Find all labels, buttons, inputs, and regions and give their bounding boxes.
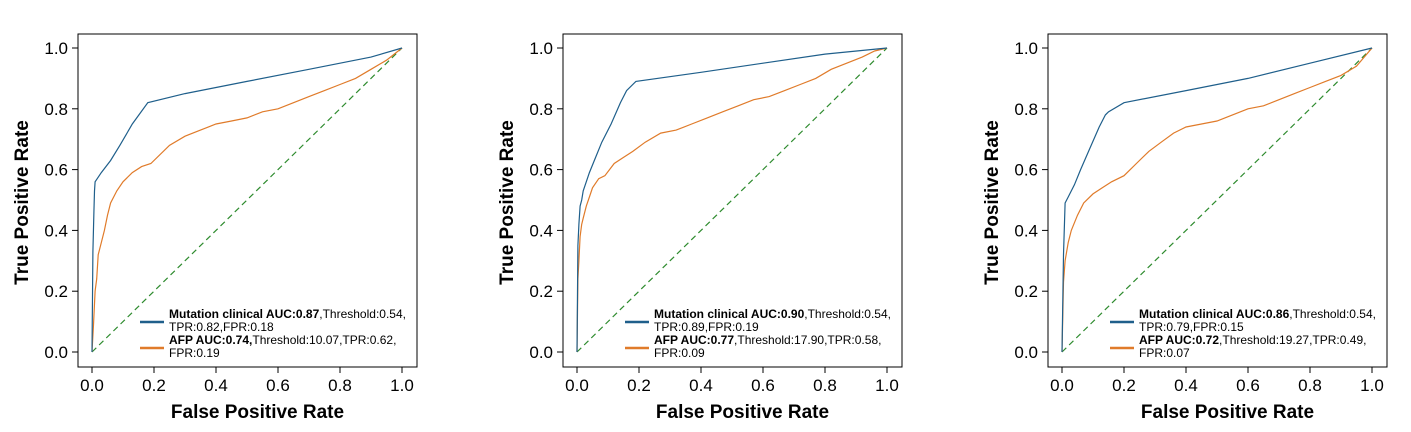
x-tick-label: 0.2 <box>142 376 166 395</box>
x-tick-label: 0.0 <box>565 376 589 395</box>
x-tick-label: 0.8 <box>1298 376 1322 395</box>
legend-mutation-clinical-label: Mutation clinical AUC:0.86,Threshold:0.5… <box>1139 307 1376 321</box>
legend-afp-rates: FPR:0.09 <box>654 346 705 360</box>
legend-afp-threshold: ,Threshold:17.90,TPR:0.58, <box>734 333 881 347</box>
legend-afp-auc: AFP AUC:0.74, <box>169 333 252 347</box>
plot-frame <box>562 33 903 368</box>
x-tick-label: 1.0 <box>875 376 899 395</box>
y-tick-label: 0.0 <box>44 343 68 362</box>
legend-mutation-clinical-label: Mutation clinical AUC:0.87,Threshold:0.5… <box>169 307 406 321</box>
y-axis-title: True Positive Rate <box>982 120 1003 285</box>
afp-roc-line <box>91 47 403 353</box>
y-tick-label: 0.4 <box>529 221 553 240</box>
y-tick-label: 0.2 <box>44 282 68 301</box>
y-tick-label: 0.4 <box>1014 221 1038 240</box>
legend-mutation-clinical-auc: Mutation clinical AUC:0.86 <box>1139 307 1290 321</box>
y-tick-label: 1.0 <box>529 39 553 58</box>
legend-mutation-clinical-rates: TPR:0.89,FPR:0.19 <box>654 320 759 334</box>
mutation-clinical-roc-line <box>91 47 403 353</box>
y-axis-title: True Positive Rate <box>12 120 33 285</box>
x-tick-label: 0.0 <box>1050 376 1074 395</box>
x-tick-label: 0.8 <box>328 376 352 395</box>
legend-afp-threshold: ,Threshold:19.27,TPR:0.49, <box>1219 333 1366 347</box>
x-tick-label: 0.0 <box>80 376 104 395</box>
legend-mutation-clinical-auc: Mutation clinical AUC:0.87 <box>169 307 320 321</box>
x-tick-label: 0.2 <box>627 376 651 395</box>
plot-frame <box>77 33 418 368</box>
legend-mutation-clinical-rates: TPR:0.79,FPR:0.15 <box>1139 320 1244 334</box>
chance-diagonal-line <box>576 47 888 353</box>
legend-mutation-clinical-label: Mutation clinical AUC:0.90,Threshold:0.5… <box>654 307 891 321</box>
x-tick-label: 0.8 <box>813 376 837 395</box>
legend-afp-rates: FPR:0.19 <box>169 346 220 360</box>
y-tick-label: 0.0 <box>529 343 553 362</box>
x-axis-title: False Positive Rate <box>171 402 344 423</box>
y-tick-label: 0.0 <box>1014 343 1038 362</box>
chance-diagonal-line <box>91 47 403 353</box>
plot-frame <box>1047 33 1388 368</box>
roc-chart-1-svg: 0.0 0.2 0.4 0.6 0.8 1.0 0.0 0.2 0.4 0.6 0.8 1.0 Fals… <box>12 33 418 423</box>
roc-chart-1: 0.0 0.2 0.4 0.6 0.8 1.0 0.0 0.2 0.4 0.6 0.8 1.0 Fals… <box>0 0 470 432</box>
y-tick-label: 0.2 <box>529 282 553 301</box>
x-tick-label: 1.0 <box>390 376 414 395</box>
x-tick-label: 0.6 <box>751 376 775 395</box>
afp-roc-line <box>1061 47 1373 353</box>
y-axis-title: True Positive Rate <box>497 120 518 285</box>
y-tick-label: 1.0 <box>1014 39 1038 58</box>
x-tick-label: 0.4 <box>689 376 713 395</box>
legend-afp-label: AFP AUC:0.77,Threshold:17.90,TPR:0.58, <box>654 333 881 347</box>
x-tick-label: 0.4 <box>204 376 228 395</box>
x-tick-label: 0.4 <box>1174 376 1198 395</box>
afp-roc-line <box>576 47 888 353</box>
legend-mutation-clinical-threshold: ,Threshold:0.54, <box>804 307 891 321</box>
roc-chart-2-svg: 0.0 0.2 0.4 0.6 0.8 1.0 0.0 0.2 0.4 0.6 0.8 1.0 Fals… <box>497 33 903 423</box>
chance-diagonal-line <box>1061 47 1373 353</box>
x-axis-title: False Positive Rate <box>656 402 829 423</box>
legend-afp-threshold: Threshold:10.07,TPR:0.62, <box>252 333 396 347</box>
legend-afp-rates: FPR:0.07 <box>1139 346 1190 360</box>
roc-chart-3-svg: 0.0 0.2 0.4 0.6 0.8 1.0 0.0 0.2 0.4 0.6 0.8 1.0 Fals… <box>982 33 1388 423</box>
y-tick-label: 1.0 <box>44 39 68 58</box>
y-tick-label: 0.8 <box>1014 100 1038 119</box>
y-tick-label: 0.6 <box>44 161 68 180</box>
legend-afp-auc: AFP AUC:0.72 <box>1139 333 1219 347</box>
x-tick-label: 0.6 <box>266 376 290 395</box>
y-tick-label: 0.4 <box>44 221 68 240</box>
x-tick-label: 0.6 <box>1236 376 1260 395</box>
legend-mutation-clinical-threshold: ,Threshold:0.54, <box>319 307 406 321</box>
x-tick-label: 0.2 <box>1112 376 1136 395</box>
x-axis-title: False Positive Rate <box>1141 402 1314 423</box>
y-tick-label: 0.6 <box>529 161 553 180</box>
legend-afp-label: AFP AUC:0.72,Threshold:19.27,TPR:0.49, <box>1139 333 1366 347</box>
roc-chart-3: 0.0 0.2 0.4 0.6 0.8 1.0 0.0 0.2 0.4 0.6 0.8 1.0 Fals… <box>970 0 1411 432</box>
legend-mutation-clinical-threshold: ,Threshold:0.54, <box>1289 307 1376 321</box>
x-tick-label: 1.0 <box>1360 376 1384 395</box>
mutation-clinical-roc-line <box>576 47 888 353</box>
legend-afp-auc: AFP AUC:0.77 <box>654 333 734 347</box>
roc-chart-2: 0.0 0.2 0.4 0.6 0.8 1.0 0.0 0.2 0.4 0.6 0.8 1.0 Fals… <box>485 0 955 432</box>
mutation-clinical-roc-line <box>1061 47 1373 353</box>
legend-mutation-clinical-rates: TPR:0.82,FPR:0.18 <box>169 320 274 334</box>
legend-afp-label: AFP AUC:0.74,Threshold:10.07,TPR:0.62, <box>169 333 396 347</box>
y-tick-label: 0.2 <box>1014 282 1038 301</box>
y-tick-label: 0.8 <box>44 100 68 119</box>
y-tick-label: 0.8 <box>529 100 553 119</box>
y-tick-label: 0.6 <box>1014 161 1038 180</box>
legend-mutation-clinical-auc: Mutation clinical AUC:0.90 <box>654 307 805 321</box>
